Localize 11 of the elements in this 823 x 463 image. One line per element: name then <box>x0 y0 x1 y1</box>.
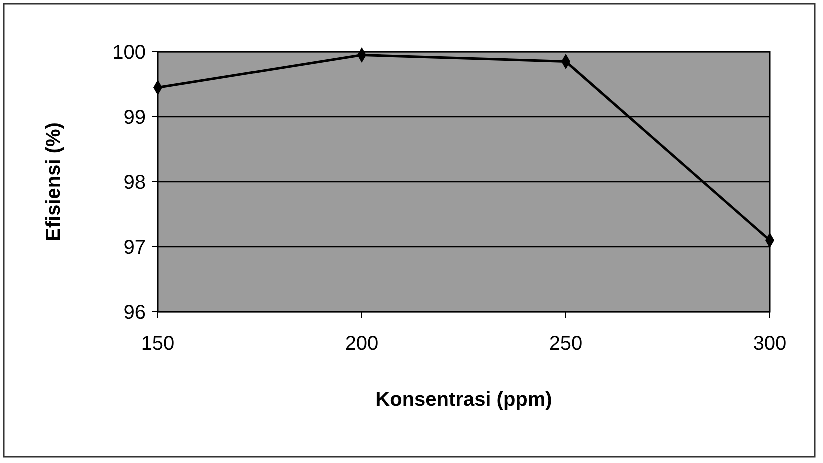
y-tick-label: 98 <box>124 172 146 194</box>
x-tick-label: 250 <box>549 333 583 355</box>
x-axis-title: Konsentrasi (ppm) <box>376 389 552 411</box>
x-tick-label: 150 <box>141 333 175 355</box>
x-tick-label: 300 <box>753 333 787 355</box>
y-tick-label: 99 <box>124 107 146 129</box>
y-tick-label: 97 <box>124 237 146 259</box>
x-tick-label: 200 <box>345 333 379 355</box>
y-tick-label: 96 <box>124 302 146 324</box>
y-tick-label: 100 <box>112 42 146 64</box>
y-axis-title: Efisiensi (%) <box>43 122 65 242</box>
